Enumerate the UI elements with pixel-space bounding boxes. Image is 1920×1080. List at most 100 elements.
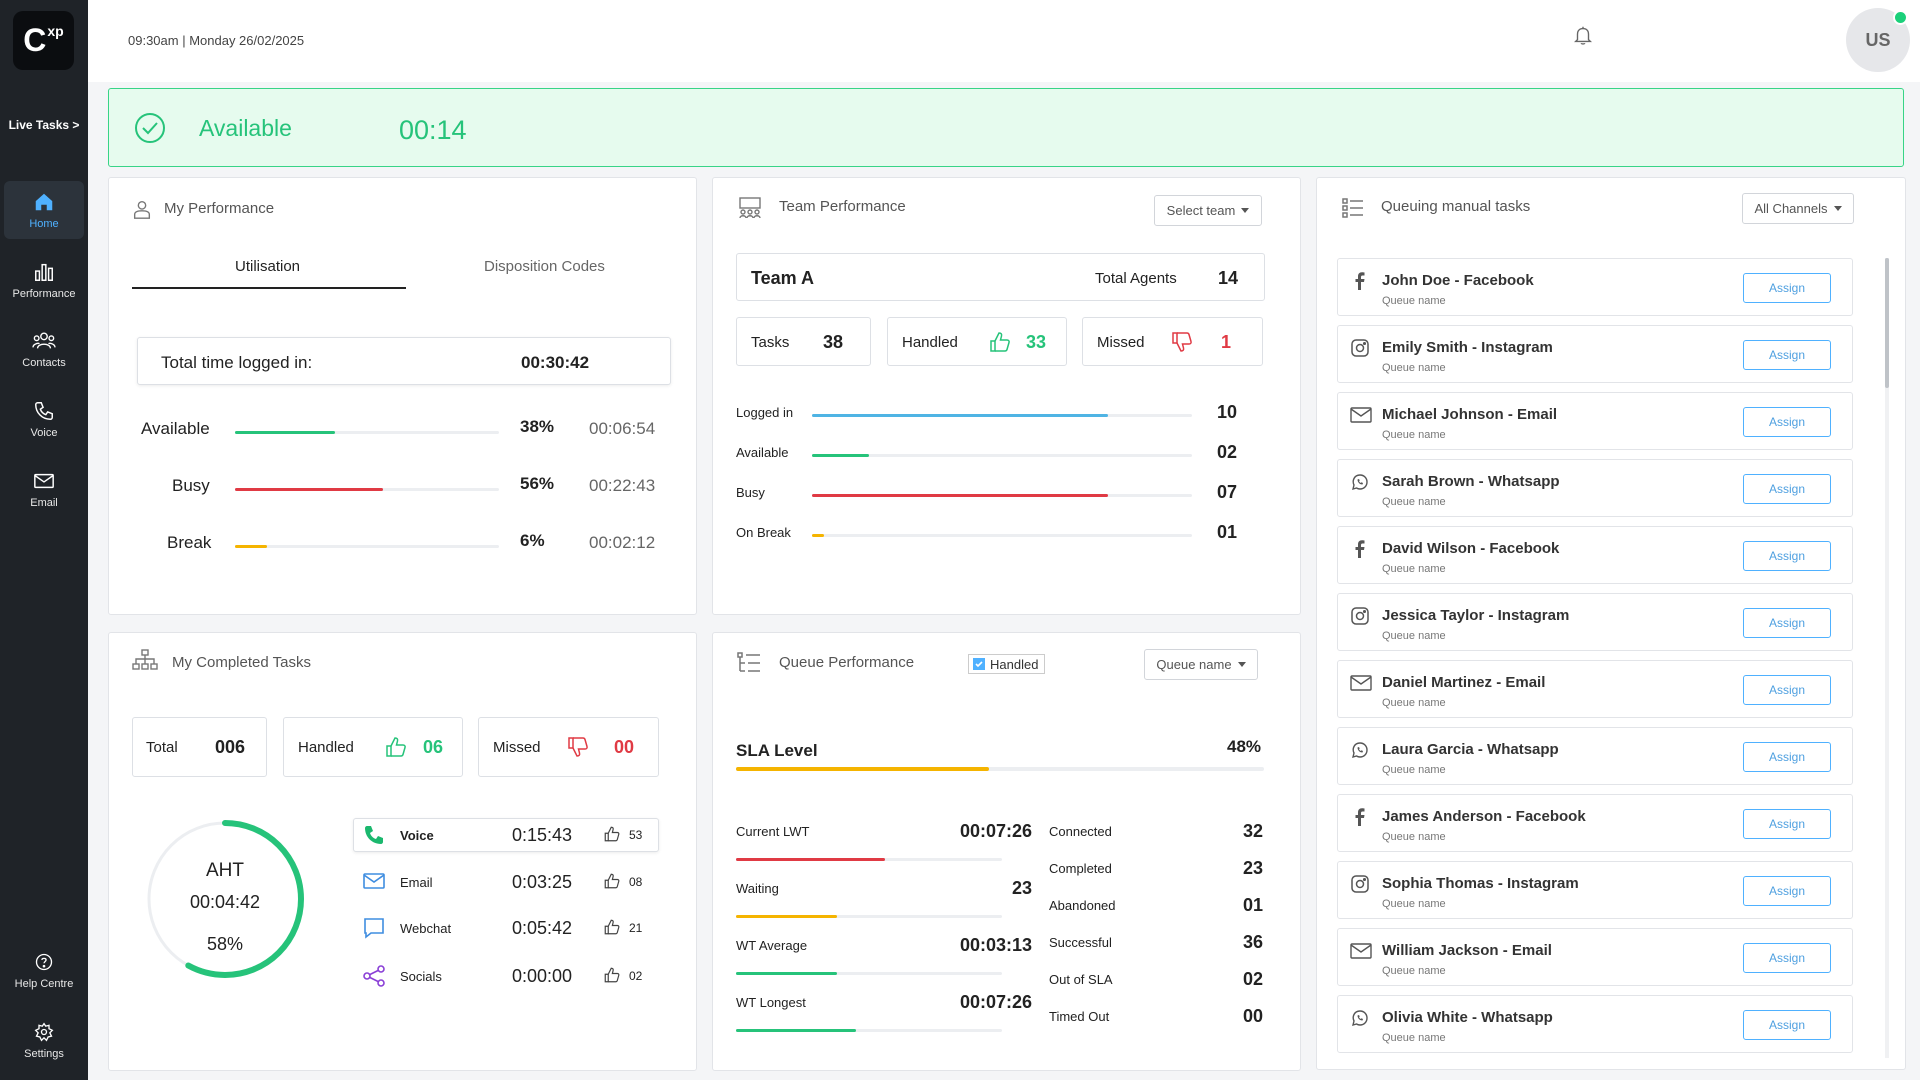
utilisation-bar-fill — [235, 431, 335, 434]
chevron-down-icon — [1833, 206, 1842, 211]
agent-status-banner[interactable]: Available 00:14 — [108, 88, 1904, 167]
online-status-dot — [1893, 10, 1908, 25]
queue-stat-label: Completed — [1049, 861, 1112, 876]
handled-checkbox[interactable]: Handled — [968, 654, 1046, 674]
total-logged-label: Total time logged in: — [161, 353, 313, 372]
assign-button[interactable]: Assign — [1743, 876, 1831, 906]
team-performance-card: Team Performance Select team Team A Tota… — [712, 177, 1301, 615]
sidebar-item-performance[interactable]: Performance — [4, 251, 84, 309]
utilisation-time: 00:22:43 — [589, 476, 656, 495]
assign-button[interactable]: Assign — [1743, 943, 1831, 973]
sidebar-item-settings[interactable]: Settings — [4, 1011, 84, 1069]
team-bar-label: Available — [736, 445, 789, 460]
utilisation-label: Break — [167, 533, 212, 552]
hierarchy-icon — [131, 648, 158, 672]
assign-button[interactable]: Assign — [1743, 675, 1831, 705]
team-bar-fill — [812, 494, 1108, 497]
instagram-icon — [1350, 874, 1370, 894]
sidebar-item-email[interactable]: Email — [4, 460, 84, 518]
avatar-initials: US — [1865, 29, 1891, 50]
queue-stat-label: Abandoned — [1049, 898, 1116, 913]
channel-count: 08 — [629, 875, 643, 889]
utilisation-time: 00:02:12 — [589, 533, 656, 552]
handled-label: Handled — [298, 739, 354, 756]
tab-disposition-codes[interactable]: Disposition Codes — [484, 258, 605, 275]
sidebar-item-home[interactable]: Home — [4, 181, 84, 239]
assign-button[interactable]: Assign — [1743, 541, 1831, 571]
user-avatar[interactable]: US — [1846, 8, 1910, 72]
queue-stat-label: Out of SLA — [1049, 972, 1113, 987]
sidebar-item-contacts[interactable]: Contacts — [4, 320, 84, 378]
channel-label: Webchat — [400, 921, 452, 936]
handled-value: 06 — [423, 737, 444, 757]
sidebar-item-help[interactable]: Help Centre — [4, 941, 84, 999]
missed-value: 00 — [614, 737, 635, 757]
queue-metric-bar — [736, 915, 1002, 918]
aht-gauge: AHT 00:04:42 58% — [145, 819, 305, 979]
team-bar-value: 01 — [1217, 522, 1238, 542]
missed-label: Missed — [1097, 334, 1145, 351]
assign-button[interactable]: Assign — [1743, 742, 1831, 772]
bell-icon[interactable] — [1572, 24, 1596, 48]
sidebar-item-label: Settings — [24, 1048, 64, 1060]
scrollbar-thumb[interactable] — [1885, 258, 1889, 388]
sidebar-item-label: Contacts — [22, 357, 66, 369]
queue-metric-value: 00:07:26 — [959, 992, 1032, 1012]
queue-metric-bar-fill — [736, 972, 837, 975]
queue-item-name: Emily Smith - Instagram — [1382, 339, 1553, 356]
queue-scrollbar[interactable] — [1885, 258, 1889, 1058]
completed-total-box: Total 006 — [132, 717, 267, 777]
sidebar-item-label: Email — [30, 497, 58, 509]
queue-item-name: Michael Johnson - Email — [1382, 406, 1558, 423]
queue-stat-value: 02 — [1242, 969, 1263, 989]
utilisation-bar-fill — [235, 488, 383, 491]
utilisation-bar — [235, 545, 499, 548]
channel-time: 0:03:25 — [512, 872, 573, 892]
sla-value: 48% — [1227, 737, 1262, 756]
tasks-label: Tasks — [751, 334, 790, 351]
completed-tasks-card: My Completed Tasks Total 006 Handled 06 … — [108, 632, 697, 1071]
live-tasks-link[interactable]: Live Tasks > — [8, 118, 80, 132]
queue-item-name: Jessica Taylor - Instagram — [1382, 607, 1570, 624]
thumbs-up-icon — [603, 918, 621, 936]
total-agents-value: 14 — [1218, 268, 1239, 288]
queue-list[interactable]: John Doe - Facebook Queue name Assign Emily… — [1337, 258, 1854, 1058]
tab-utilisation[interactable]: Utilisation — [235, 258, 301, 275]
assign-button[interactable]: Assign — [1743, 340, 1831, 370]
queue-item-subtitle: Queue name — [1382, 697, 1446, 709]
assign-button[interactable]: Assign — [1743, 407, 1831, 437]
sidebar-item-voice[interactable]: Voice — [4, 390, 84, 448]
queue-metric-label: Current LWT — [736, 824, 810, 839]
tree-list-icon — [736, 651, 760, 675]
queue-stat-value: 36 — [1242, 932, 1263, 952]
select-team-dropdown[interactable]: Select team — [1154, 195, 1262, 226]
queue-name-dropdown[interactable]: Queue name — [1144, 649, 1258, 680]
queue-metric-label: WT Longest — [736, 995, 806, 1010]
queue-item: William Jackson - Email Queue name Assign — [1337, 928, 1853, 986]
mail-icon — [362, 870, 386, 894]
tasks-value: 38 — [823, 332, 844, 352]
aht-percent: 58% — [206, 934, 244, 954]
list-icon — [1341, 196, 1365, 220]
whatsapp-icon — [1350, 1008, 1370, 1028]
assign-button[interactable]: Assign — [1743, 273, 1831, 303]
card-title: Team Performance — [779, 198, 906, 215]
channel-time: 0:00:00 — [512, 966, 573, 986]
queue-metric-bar-fill — [736, 915, 837, 918]
assign-button[interactable]: Assign — [1743, 608, 1831, 638]
all-channels-dropdown[interactable]: All Channels — [1742, 193, 1854, 224]
handled-label: Handled — [902, 334, 958, 351]
assign-button[interactable]: Assign — [1743, 474, 1831, 504]
instagram-icon — [1350, 606, 1370, 626]
sidebar-item-label: Voice — [30, 427, 58, 439]
queue-item: Sarah Brown - Whatsapp Queue name Assign — [1337, 459, 1853, 517]
handled-value: 33 — [1026, 332, 1047, 352]
total-logged-in-box: Total time logged in: 00:30:42 — [137, 337, 671, 385]
assign-button[interactable]: Assign — [1743, 1010, 1831, 1040]
assign-button[interactable]: Assign — [1743, 809, 1831, 839]
aht-label: AHT — [206, 860, 244, 881]
queue-metric-value: 00:07:26 — [959, 821, 1032, 841]
queue-item-name: Sarah Brown - Whatsapp — [1382, 473, 1560, 490]
team-tasks-box: Tasks 38 — [736, 317, 871, 366]
